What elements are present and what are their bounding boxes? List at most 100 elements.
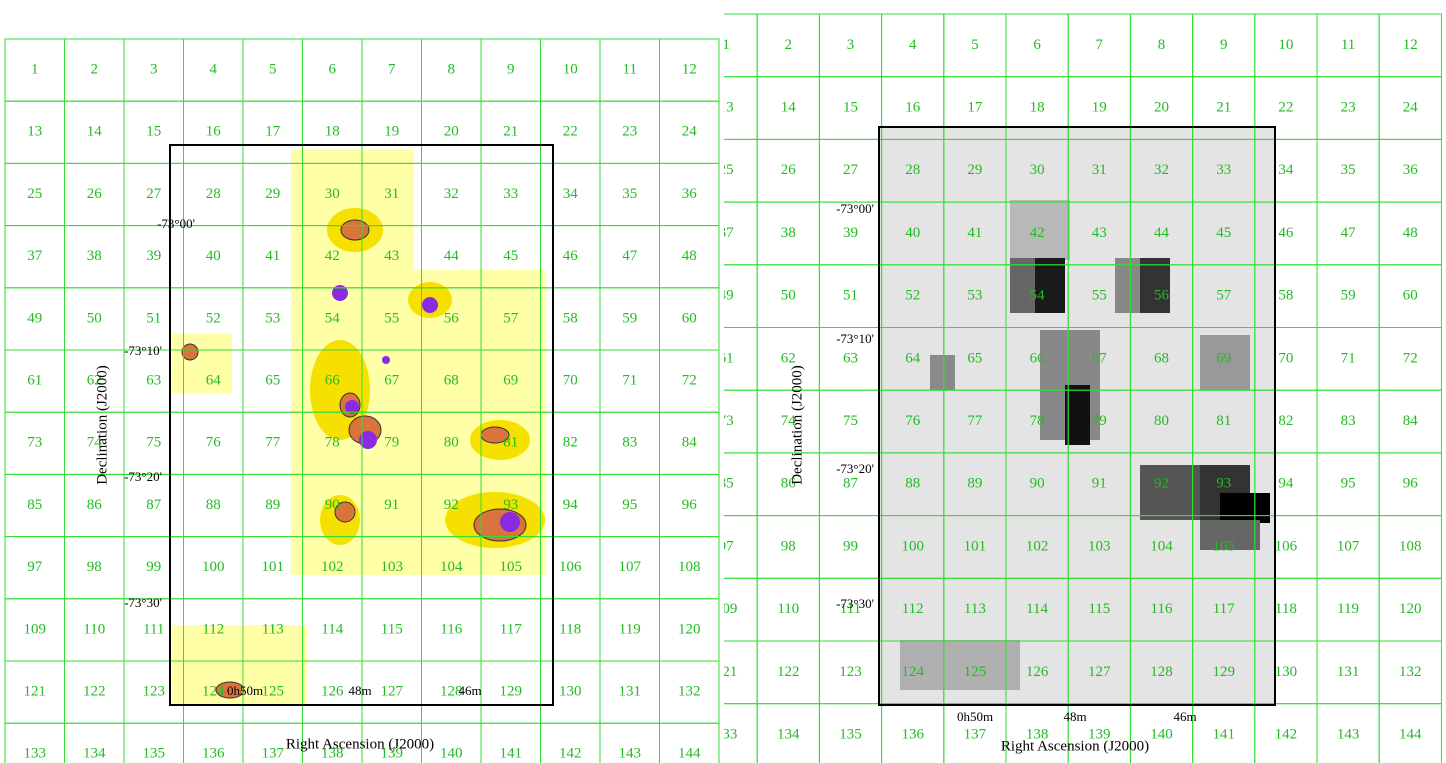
cell-number: 95 [1341, 476, 1356, 492]
cell-number: 75 [146, 435, 161, 451]
cell-number: 34 [1278, 162, 1294, 178]
cell-number: 6 [329, 62, 337, 78]
cell-number: 80 [1154, 413, 1169, 429]
cell-number: 4 [210, 62, 218, 78]
cell-number: 125 [964, 664, 987, 680]
cell-number: 116 [440, 621, 462, 637]
grid-cell [659, 722, 720, 763]
cell-number: 90 [1030, 476, 1045, 492]
cell-number: 39 [146, 248, 161, 264]
cell-number: 123 [839, 664, 862, 680]
cell-number: 46 [563, 248, 579, 264]
cell-number: 7 [388, 62, 396, 78]
cell-number: 128 [1150, 664, 1173, 680]
cell-number: 124 [202, 684, 225, 700]
cell-number: 8 [1158, 37, 1166, 53]
cell-number: 100 [901, 538, 924, 554]
cell-number: 86 [781, 476, 797, 492]
cell-number: 129 [500, 684, 523, 700]
cell-number: 5 [269, 62, 277, 78]
cell-number: 2 [91, 62, 99, 78]
cell-number: 67 [384, 373, 400, 389]
cell-number: 82 [1278, 413, 1293, 429]
cell-number: 18 [325, 124, 340, 140]
cell-number: 45 [503, 248, 518, 264]
cell-number: 15 [146, 124, 161, 140]
cell-number: 45 [1216, 225, 1231, 241]
cell-number: 24 [682, 124, 698, 140]
cell-number: 72 [682, 373, 697, 389]
cell-number: 126 [321, 684, 344, 700]
cell-number: 89 [265, 497, 280, 513]
cell-number: 110 [777, 601, 799, 617]
cell-number: 88 [206, 497, 221, 513]
dec-tick-label: -73°10' [836, 331, 874, 346]
cell-number: 53 [265, 310, 280, 326]
cell-number: 79 [1092, 413, 1107, 429]
cell-number: 94 [563, 497, 579, 513]
cell-number: 43 [1092, 225, 1107, 241]
cell-number: 42 [325, 248, 340, 264]
cell-number: 84 [682, 435, 698, 451]
cell-number: 96 [682, 497, 698, 513]
cell-number: 26 [87, 186, 103, 202]
dec-tick-label: -73°10' [124, 343, 162, 358]
dec-tick-label: -73°00' [157, 216, 195, 231]
cell-number: 55 [384, 310, 399, 326]
cell-number: 124 [901, 664, 924, 680]
cell-number: 55 [1092, 288, 1107, 304]
cell-number: 143 [1337, 726, 1360, 742]
cell-number: 112 [202, 621, 224, 637]
cell-number: 138 [1026, 726, 1049, 742]
cell-number: 22 [1278, 99, 1293, 115]
cell-number: 57 [1216, 288, 1232, 304]
cell-number: 132 [678, 684, 701, 700]
cell-number: 81 [503, 435, 518, 451]
cell-number: 144 [678, 746, 701, 762]
cell-number: 25 [719, 162, 734, 178]
cell-number: 95 [622, 497, 637, 513]
cell-number: 111 [143, 621, 164, 637]
cell-number: 80 [444, 435, 459, 451]
cell-number: 84 [1403, 413, 1419, 429]
cell-number: 9 [507, 62, 515, 78]
cell-number: 51 [843, 288, 858, 304]
cell-number: 107 [619, 559, 642, 575]
cell-number: 42 [1030, 225, 1045, 241]
cell-number: 133 [715, 726, 738, 742]
cell-number: 112 [902, 601, 924, 617]
cell-number: 54 [1030, 288, 1046, 304]
cell-number: 119 [619, 621, 641, 637]
cell-number: 138 [321, 746, 344, 762]
cell-number: 77 [265, 435, 281, 451]
cell-number: 21 [503, 124, 518, 140]
cell-number: 35 [1341, 162, 1356, 178]
cell-number: 126 [1026, 664, 1049, 680]
cell-number: 22 [563, 124, 578, 140]
cell-number: 76 [905, 413, 921, 429]
cell-number: 38 [781, 225, 796, 241]
cell-number: 94 [1278, 476, 1294, 492]
cell-number: 144 [1399, 726, 1422, 742]
cell-number: 14 [781, 99, 797, 115]
cell-number: 86 [87, 497, 103, 513]
cell-number: 44 [444, 248, 460, 264]
cell-number: 131 [1337, 664, 1360, 680]
cell-number: 9 [1220, 37, 1228, 53]
cell-number: 120 [678, 621, 701, 637]
cell-number: 10 [1278, 37, 1293, 53]
cell-number: 37 [27, 248, 43, 264]
cell-number: 72 [1403, 350, 1418, 366]
cell-number: 83 [622, 435, 637, 451]
cell-number: 70 [1278, 350, 1293, 366]
cell-number: 28 [206, 186, 221, 202]
cell-number: 93 [1216, 476, 1231, 492]
cell-number: 74 [87, 435, 103, 451]
cell-number: 107 [1337, 538, 1360, 554]
cell-number: 118 [1275, 601, 1297, 617]
cell-number: 106 [1275, 538, 1298, 554]
cell-number: 41 [265, 248, 280, 264]
cell-number: 97 [27, 559, 43, 575]
